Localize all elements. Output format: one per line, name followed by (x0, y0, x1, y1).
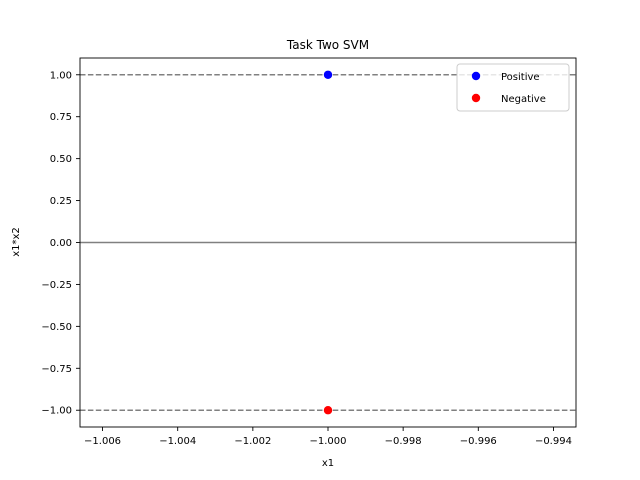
point-negative-0 (323, 406, 333, 415)
legend-label-negative: Negative (501, 94, 546, 105)
y-tick-label: 0.50 (50, 154, 72, 165)
x-tick-label: −0.998 (385, 436, 422, 447)
chart-title: Task Two SVM (286, 38, 369, 52)
x-tick-label: −1.002 (234, 436, 271, 447)
y-tick-label: −0.75 (41, 364, 72, 375)
x-tick-label: −1.006 (84, 436, 121, 447)
x-tick-label: −0.996 (460, 436, 497, 447)
x-tick-label: −1.000 (309, 436, 346, 447)
y-axis-label: x1*x2 (11, 227, 22, 257)
axes-ticks: −1.006 −1.004 −1.002 −1.000 −0.998 −0.996 −0.9… (41, 57, 577, 447)
legend-label-positive: Positive (501, 72, 540, 83)
y-tick-label: 1.00 (50, 70, 72, 81)
legend: Positive Negative (456, 63, 570, 112)
legend-box (456, 63, 570, 112)
x-tick-label: −1.004 (159, 436, 196, 447)
y-tick-label: −0.25 (41, 280, 72, 291)
legend-marker-positive (471, 71, 481, 81)
x-axis-label: x1 (322, 458, 334, 469)
point-positive-0 (323, 70, 333, 79)
y-tick-label: −0.50 (41, 322, 72, 333)
y-tick-label: −1.00 (41, 406, 72, 417)
y-tick-label: 0.00 (50, 238, 72, 249)
x-tick-label: −0.994 (535, 436, 572, 447)
y-tick-label: 0.75 (50, 112, 72, 123)
legend-marker-negative (471, 93, 481, 103)
y-tick-label: 0.25 (50, 196, 72, 207)
